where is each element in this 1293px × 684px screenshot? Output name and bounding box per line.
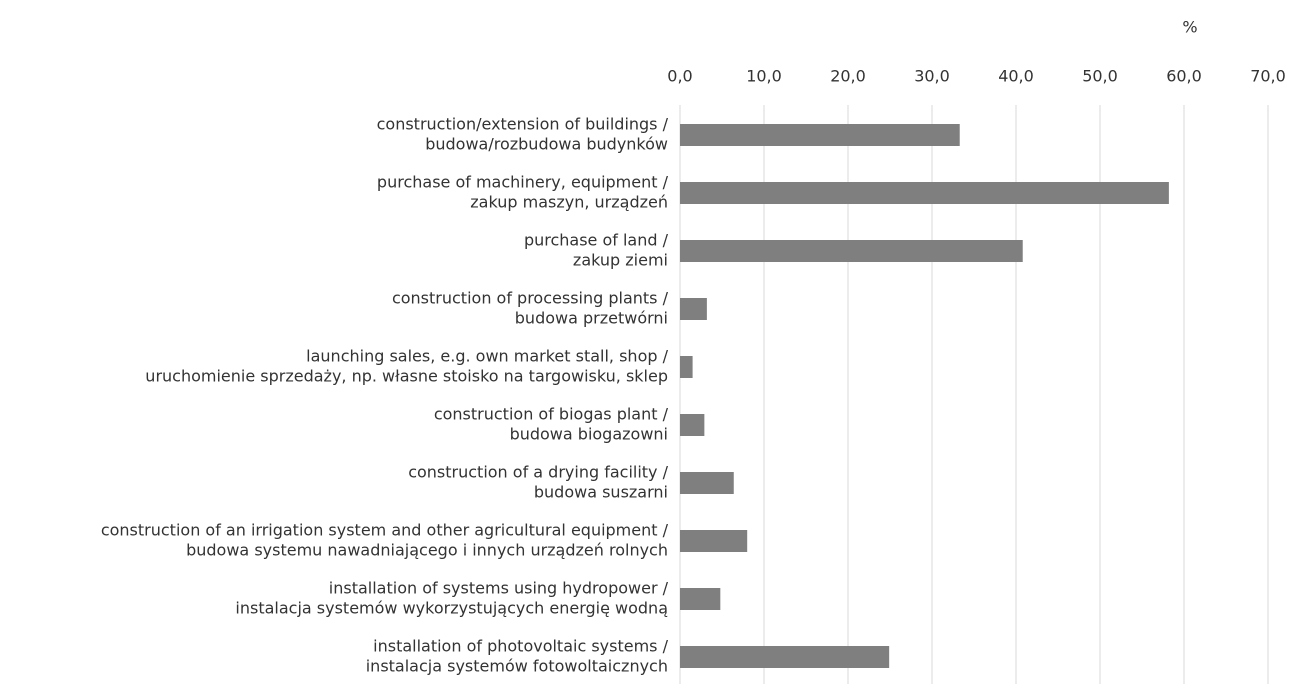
bar xyxy=(680,472,734,494)
unit-label: % xyxy=(1182,18,1197,37)
y-tick-label: construction of an irrigation system and… xyxy=(101,521,669,540)
bar xyxy=(680,298,707,320)
x-tick-label: 0,0 xyxy=(667,67,692,86)
y-tick-label: installation of systems using hydropower… xyxy=(329,579,669,598)
y-tick-label: construction of biogas plant / xyxy=(434,405,669,424)
bar xyxy=(680,356,693,378)
y-tick-label: purchase of machinery, equipment / xyxy=(377,173,669,192)
y-tick-label: instalacja systemów wykorzystujących ene… xyxy=(235,599,668,618)
x-tick-label: 40,0 xyxy=(998,67,1034,86)
y-tick-label: zakup maszyn, urządzeń xyxy=(470,193,668,212)
x-tick-label: 70,0 xyxy=(1250,67,1286,86)
bar xyxy=(680,588,721,610)
y-tick-label: construction of a drying facility / xyxy=(408,463,668,482)
y-tick-label: uruchomienie sprzedaży, np. własne stois… xyxy=(145,367,668,386)
y-tick-label: budowa przetwórni xyxy=(515,309,668,328)
y-tick-label: installation of photovoltaic systems / xyxy=(373,637,668,656)
bar xyxy=(680,240,1023,262)
y-tick-label: budowa biogazowni xyxy=(510,425,668,444)
y-tick-label: purchase of land / xyxy=(524,231,669,250)
x-tick-label: 50,0 xyxy=(1082,67,1118,86)
bar xyxy=(680,182,1169,204)
y-tick-label: zakup ziemi xyxy=(573,251,668,270)
bar xyxy=(680,530,748,552)
y-tick-label: budowa systemu nawadniającego i innych u… xyxy=(186,541,668,560)
y-tick-label: launching sales, e.g. own market stall, … xyxy=(306,347,668,366)
y-tick-label: construction of processing plants / xyxy=(392,289,669,308)
x-tick-label: 20,0 xyxy=(830,67,866,86)
y-tick-label: instalacja systemów fotowoltaicznych xyxy=(366,657,668,676)
y-tick-label: construction/extension of buildings / xyxy=(377,115,669,134)
bar xyxy=(680,124,960,146)
x-tick-label: 30,0 xyxy=(914,67,950,86)
bar xyxy=(680,414,705,436)
y-tick-label: budowa suszarni xyxy=(534,483,668,502)
x-tick-label: 60,0 xyxy=(1166,67,1202,86)
y-tick-label: budowa/rozbudowa budynków xyxy=(425,135,668,154)
x-tick-label: 10,0 xyxy=(746,67,782,86)
bar xyxy=(680,646,890,668)
